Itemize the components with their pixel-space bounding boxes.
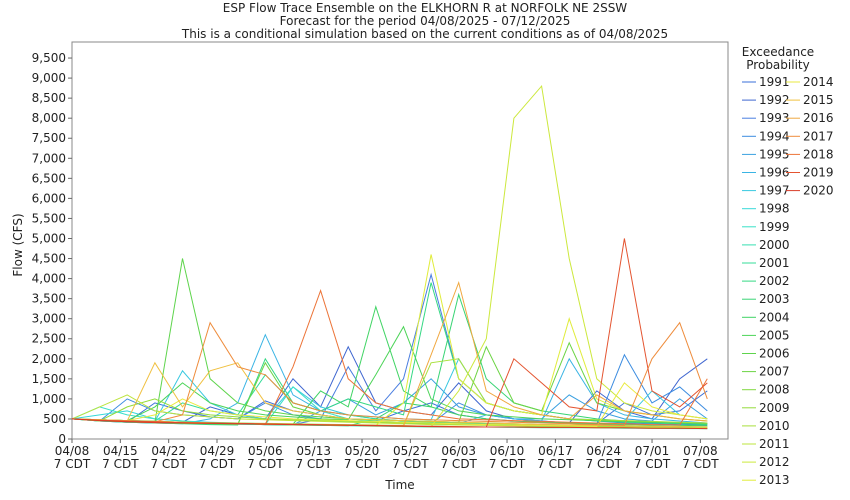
chart-note: This is a conditional simulation based o…	[181, 27, 668, 41]
series-line	[71, 325, 708, 425]
x-tick-label: 06/10 7 CDT	[489, 444, 526, 471]
x-tick-label: 07/08 7 CDT	[682, 444, 719, 471]
y-tick-label: 3,500	[32, 292, 66, 306]
legend-label: 2017	[803, 129, 834, 143]
x-tick-label: 05/13 7 CDT	[295, 444, 332, 471]
legend-label: 1992	[759, 93, 790, 107]
legend-label: 2012	[759, 455, 790, 469]
y-tick-label: 8,000	[32, 111, 66, 125]
x-tick-label: 07/01 7 CDT	[634, 444, 671, 471]
y-tick-label: 3,000	[32, 312, 66, 326]
y-tick-label: 8,500	[32, 91, 66, 105]
legend-label: 2003	[759, 292, 790, 306]
y-tick-label: 500	[43, 412, 66, 426]
series-line	[71, 361, 708, 428]
y-tick-label: 9,000	[32, 71, 66, 85]
x-tick-label: 04/15 7 CDT	[102, 444, 139, 471]
legend-label: 2013	[759, 473, 790, 487]
legend-label: 2000	[759, 238, 790, 252]
x-tick-label: 04/08 7 CDT	[54, 444, 91, 471]
y-tick-label: 5,000	[32, 231, 66, 245]
legend-label: 1997	[759, 184, 790, 198]
plot-frame	[71, 41, 729, 440]
y-tick-label: 1,000	[32, 392, 66, 406]
y-tick-label: 2,500	[32, 332, 66, 346]
x-tick-label: 06/03 7 CDT	[440, 444, 477, 471]
legend-label: 2015	[803, 93, 834, 107]
series-line	[71, 418, 708, 430]
y-tick-label: 4,500	[32, 252, 66, 266]
legend-label: 2016	[803, 111, 834, 125]
legend-label: 2019	[803, 166, 834, 180]
chart-subtitle: Forecast for the period 04/08/2025 - 07/…	[280, 14, 571, 28]
y-tick-label: 7,500	[32, 131, 66, 145]
y-tick-label: 5,500	[32, 211, 66, 225]
x-tick-label: 05/06 7 CDT	[247, 444, 284, 471]
chart-title: ESP Flow Trace Ensemble on the ELKHORN R…	[223, 1, 628, 15]
legend-label: 2005	[759, 328, 790, 342]
y-tick-label: 2,000	[32, 352, 66, 366]
legend-label: 2020	[803, 184, 834, 198]
legend-title: Exceedance Probability	[742, 45, 814, 72]
x-tick-label: 04/29 7 CDT	[199, 444, 236, 471]
x-tick-label: 05/20 7 CDT	[344, 444, 381, 471]
series-line	[71, 321, 708, 426]
legend-label: 2014	[803, 75, 834, 89]
legend-label: 1998	[759, 202, 790, 216]
legend-label: 2007	[759, 365, 790, 379]
legend-label: 1999	[759, 220, 790, 234]
legend-label: 2010	[759, 419, 790, 433]
legend-label: 2004	[759, 310, 790, 324]
legend-label: 2001	[759, 256, 790, 270]
y-tick-label: 4,000	[32, 272, 66, 286]
y-tick-label: 6,500	[32, 171, 66, 185]
legend-label: 1994	[759, 129, 790, 143]
x-axis-label: Time	[384, 478, 414, 492]
legend-label: 1995	[759, 147, 790, 161]
legend-label: 2009	[759, 401, 790, 415]
legend-label: 1991	[759, 75, 790, 89]
y-tick-label: 1,500	[32, 372, 66, 386]
legend-label: 2006	[759, 347, 790, 361]
legend-label: 2011	[759, 437, 790, 451]
y-tick-label: 6,000	[32, 191, 66, 205]
legend-label: 2002	[759, 274, 790, 288]
legend-label: 2018	[803, 147, 834, 161]
y-axis-label: Flow (CFS)	[11, 213, 25, 276]
legend-label: 1996	[759, 166, 790, 180]
series-line	[71, 394, 708, 429]
legend-label: 2008	[759, 383, 790, 397]
x-tick-label: 06/24 7 CDT	[586, 444, 623, 471]
x-tick-label: 06/17 7 CDT	[537, 444, 574, 471]
y-tick-label: 9,500	[32, 51, 66, 65]
legend-label: 1993	[759, 111, 790, 125]
y-tick-label: 0	[58, 432, 66, 446]
x-tick-label: 04/22 7 CDT	[150, 444, 187, 471]
series-line	[71, 398, 708, 428]
x-tick-label: 05/27 7 CDT	[392, 444, 429, 471]
series-line	[71, 382, 708, 427]
y-tick-label: 7,000	[32, 151, 66, 165]
